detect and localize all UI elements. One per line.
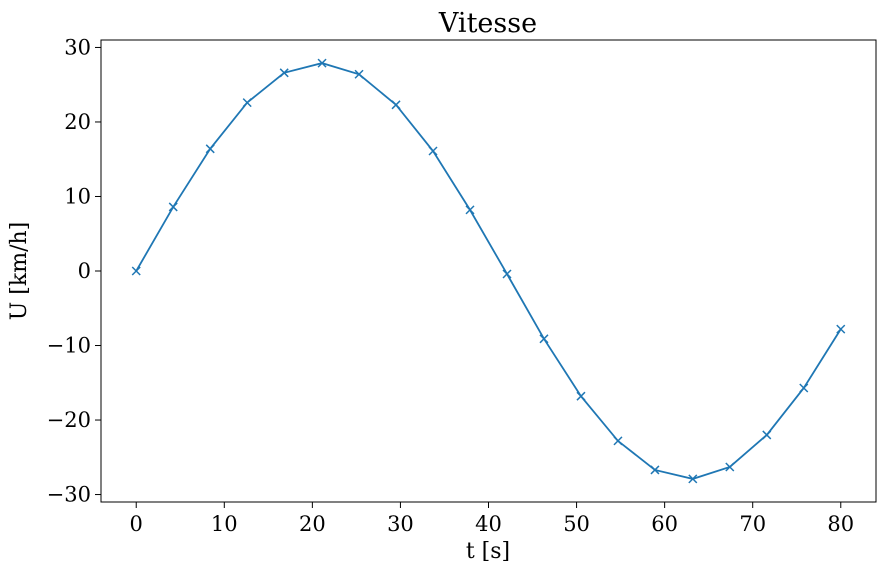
y-tick-label: −10 <box>47 334 91 358</box>
x-tick-label: 50 <box>563 512 590 536</box>
data-point-marker <box>836 324 846 334</box>
y-axis-label: U [km/h] <box>7 222 32 320</box>
data-point-marker <box>391 100 401 110</box>
data-point-marker <box>688 474 698 484</box>
data-point-marker <box>502 269 512 279</box>
y-tick-label: 30 <box>64 35 91 59</box>
data-point-marker <box>613 436 623 446</box>
y-tick-label: 0 <box>78 259 91 283</box>
data-point-marker <box>799 383 809 393</box>
x-tick-label: 70 <box>739 512 766 536</box>
data-point-marker <box>317 58 327 68</box>
x-tick-label: 40 <box>475 512 502 536</box>
x-tick-label: 0 <box>130 512 143 536</box>
data-point-marker <box>354 69 364 79</box>
data-point-marker <box>131 266 141 276</box>
y-tick-label: 20 <box>64 110 91 134</box>
data-point-marker <box>576 391 586 401</box>
data-point-marker <box>650 465 660 475</box>
series-layer <box>131 58 846 484</box>
y-tick-label: 10 <box>64 184 91 208</box>
data-point-marker <box>205 144 215 154</box>
x-tick-label: 30 <box>387 512 414 536</box>
data-point-marker <box>539 334 549 344</box>
data-point-marker <box>465 205 475 215</box>
plot-area <box>100 39 877 503</box>
data-point-marker <box>242 98 252 108</box>
data-point-marker <box>762 430 772 440</box>
x-tick-label: 60 <box>651 512 678 536</box>
x-axis-label: t [s] <box>466 539 510 564</box>
y-tick-label: −30 <box>47 483 91 507</box>
x-tick-label: 20 <box>299 512 326 536</box>
y-axis: −30 −20 −10 0 10 20 30 <box>47 35 101 507</box>
y-tick-label: −20 <box>47 408 91 432</box>
chart-title: Vitesse <box>438 8 537 39</box>
data-point-marker <box>279 68 289 78</box>
x-tick-label: 10 <box>211 512 238 536</box>
x-axis: 0 10 20 30 40 50 60 70 80 <box>130 502 854 536</box>
data-point-marker <box>168 202 178 212</box>
plot-frame <box>100 39 877 503</box>
series-line <box>135 62 842 480</box>
data-point-marker <box>428 146 438 156</box>
data-point-marker <box>725 462 735 472</box>
x-tick-label: 80 <box>827 512 854 536</box>
